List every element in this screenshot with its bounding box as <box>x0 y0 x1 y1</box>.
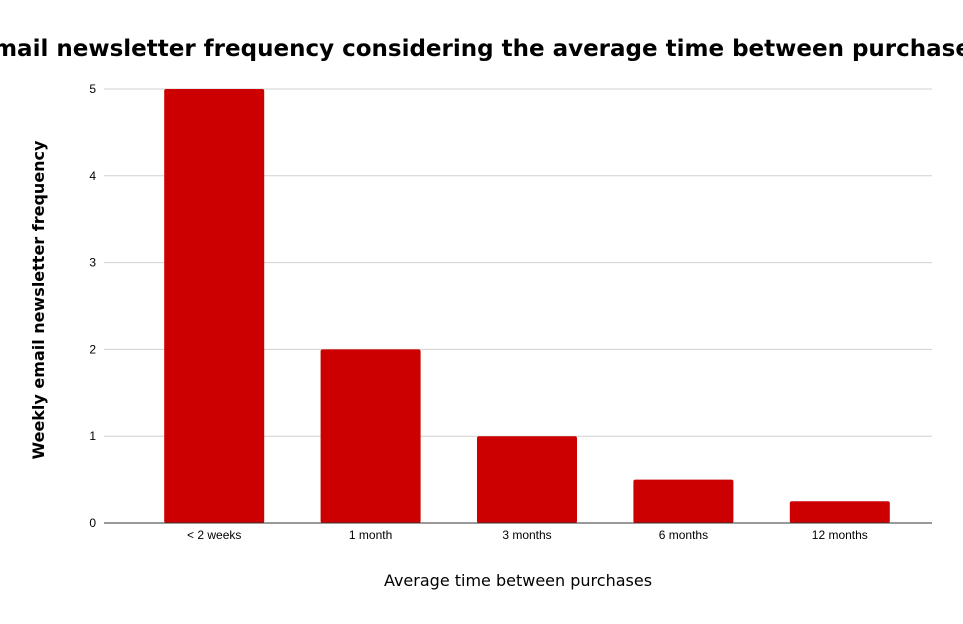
x-axis-title: Average time between purchases <box>384 571 652 590</box>
y-axis-title: Weekly email newsletter frequency <box>29 140 48 460</box>
y-tick-label: 1 <box>89 429 96 443</box>
y-tick-label: 5 <box>89 82 96 96</box>
bars <box>164 89 890 523</box>
y-tick-label: 2 <box>89 342 96 356</box>
bar <box>633 479 734 523</box>
x-tick-label: 1 month <box>349 528 392 542</box>
bar <box>477 436 577 523</box>
y-tick-labels: 0 1 2 3 4 5 <box>89 82 96 530</box>
chart-title: Email newsletter frequency considering t… <box>0 36 963 62</box>
bar <box>320 349 421 523</box>
bar <box>164 89 265 523</box>
x-tick-label: 12 months <box>812 528 868 542</box>
y-tick-label: 3 <box>89 256 96 270</box>
x-tick-labels: < 2 weeks 1 month 3 months 6 months 12 month… <box>187 528 868 542</box>
x-tick-label: 3 months <box>502 528 551 542</box>
x-tick-label: < 2 weeks <box>187 528 241 542</box>
y-tick-label: 0 <box>89 516 96 530</box>
y-tick-label: 4 <box>89 169 96 183</box>
x-tick-label: 6 months <box>659 528 708 542</box>
bar <box>789 501 890 523</box>
